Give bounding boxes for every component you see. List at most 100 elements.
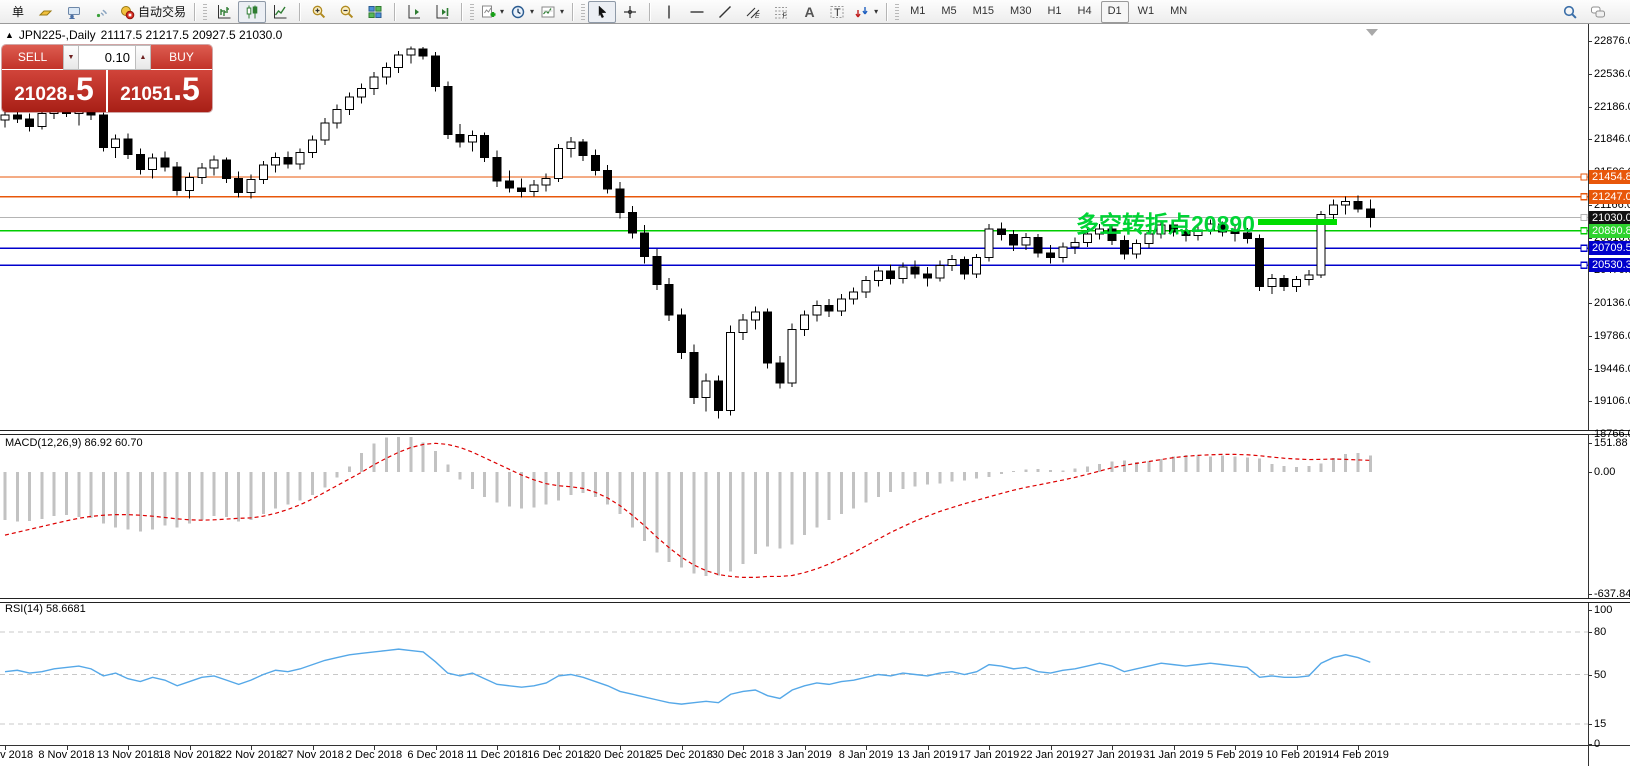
timeframe-h4-button[interactable]: H4 bbox=[1077, 4, 1092, 17]
channel-button[interactable]: E bbox=[739, 1, 767, 23]
date-axis-label[interactable]: 8 Jan 2019 bbox=[838, 749, 894, 761]
time-axis-line bbox=[0, 745, 1630, 746]
indicators-button[interactable]: ▾ bbox=[477, 1, 507, 23]
date-axis-label[interactable]: 16 Dec 2018 bbox=[527, 749, 590, 761]
toolbar-grip[interactable] bbox=[203, 3, 208, 20]
cursor-icon bbox=[598, 5, 607, 18]
date-axis-label[interactable]: 17 Jan 2019 bbox=[958, 749, 1020, 761]
date-axis-label[interactable]: 27 Nov 2018 bbox=[281, 749, 344, 761]
chart-canvas[interactable] bbox=[0, 24, 1630, 774]
tiles-icon bbox=[368, 5, 382, 18]
fibonacci-button[interactable]: F bbox=[767, 1, 795, 23]
date-axis-tick bbox=[497, 745, 498, 750]
date-axis-label[interactable]: 22 Jan 2019 bbox=[1020, 749, 1081, 761]
timeframe-w1-button[interactable]: W1 bbox=[1137, 4, 1155, 17]
volume-input[interactable]: 0.10 bbox=[79, 45, 135, 70]
vline-icon bbox=[668, 5, 670, 18]
date-axis-label[interactable]: 22 Nov 2018 bbox=[219, 749, 283, 761]
buy-button[interactable]: BUY bbox=[151, 45, 212, 70]
toolbar-grip[interactable] bbox=[581, 3, 586, 20]
arrows-icon bbox=[855, 6, 868, 17]
chevron-down-icon: ▾ bbox=[874, 7, 879, 16]
date-axis-label[interactable]: 3 Jan 2019 bbox=[777, 749, 832, 761]
date-axis-label[interactable]: 6 Dec 2018 bbox=[407, 749, 464, 761]
chart-shift-button[interactable] bbox=[428, 1, 456, 23]
one-click-toggle-icon[interactable]: ▲ bbox=[5, 30, 14, 40]
date-axis-label[interactable]: 13 Nov 2018 bbox=[96, 749, 160, 761]
date-axis-label[interactable]: 10 Feb 2019 bbox=[1265, 749, 1328, 761]
date-axis-label[interactable]: 14 Feb 2019 bbox=[1327, 749, 1389, 761]
buy-price[interactable]: 21051.5 bbox=[108, 70, 212, 112]
price-axis-tick bbox=[1588, 237, 1592, 239]
crosshair-button[interactable] bbox=[616, 1, 644, 23]
price-axis-tick bbox=[1588, 303, 1592, 304]
text-label-button[interactable]: T bbox=[823, 1, 851, 23]
market-watch-button[interactable] bbox=[32, 1, 60, 23]
signals-button[interactable] bbox=[88, 1, 116, 23]
auto-scroll-button[interactable] bbox=[400, 1, 428, 23]
date-axis-label[interactable]: 11 Dec 2018 bbox=[466, 749, 528, 761]
rsi-axis-label: 80 bbox=[1594, 626, 1607, 639]
autotrading-button[interactable]: 自动交易 bbox=[116, 1, 189, 23]
sell-price[interactable]: 21028.5 bbox=[2, 70, 106, 112]
rsi-label: RSI(14) 58.6681 bbox=[5, 603, 86, 615]
chat-button[interactable] bbox=[1584, 1, 1612, 23]
volume-decrease-button[interactable]: ▼ bbox=[63, 45, 79, 70]
date-axis-tick bbox=[1296, 745, 1298, 750]
date-axis-label[interactable]: 25 Dec 2018 bbox=[650, 749, 713, 761]
date-axis-label[interactable]: 5 Feb 2019 bbox=[1207, 749, 1263, 761]
date-axis-label[interactable]: 18 Nov 2018 bbox=[158, 749, 221, 761]
new-order-button[interactable]: 单 bbox=[11, 5, 24, 19]
volume-increase-button[interactable]: ▲ bbox=[135, 45, 151, 70]
price-axis-label: 21846.0 bbox=[1594, 133, 1630, 146]
hline-icon bbox=[690, 10, 704, 13]
vertical-line-button[interactable] bbox=[655, 1, 683, 23]
price-axis-tick bbox=[1588, 73, 1592, 75]
date-axis-label[interactable]: 2 Dec 2018 bbox=[345, 749, 403, 761]
toolbar-grip[interactable] bbox=[470, 3, 475, 20]
trendline-button[interactable] bbox=[711, 1, 739, 23]
date-axis-label[interactable]: 30 Dec 2018 bbox=[711, 749, 775, 761]
trendline-icon bbox=[719, 5, 732, 18]
timeframe-m1-button[interactable]: M1 bbox=[910, 4, 926, 17]
date-axis-label[interactable]: 20 Dec 2018 bbox=[588, 749, 652, 761]
tile-windows-button[interactable] bbox=[361, 1, 389, 23]
date-axis-label[interactable]: 4 Nov 2018 bbox=[0, 749, 34, 761]
zoom-in-icon bbox=[312, 5, 326, 18]
timeframe-h1-button[interactable]: H1 bbox=[1047, 4, 1062, 17]
rsi-axis-label: 15 bbox=[1594, 717, 1607, 730]
timeframe-m30-button[interactable]: M30 bbox=[1010, 4, 1032, 17]
price-axis-line bbox=[1588, 24, 1589, 766]
arrows-button[interactable]: ▾ bbox=[851, 1, 881, 23]
zoom-in-button[interactable] bbox=[305, 1, 333, 23]
price-axis-label: 20136.0 bbox=[1594, 297, 1630, 309]
pane-divider-rsi[interactable] bbox=[0, 598, 1630, 603]
pane-divider-macd[interactable] bbox=[0, 430, 1630, 435]
bar-chart-button[interactable] bbox=[210, 1, 238, 23]
zoom-out-button[interactable] bbox=[333, 1, 361, 23]
horizontal-line-button[interactable] bbox=[683, 1, 711, 23]
accounts-button[interactable] bbox=[60, 1, 88, 23]
date-axis-label[interactable]: 8 Nov 2018 bbox=[38, 749, 95, 761]
candlestick-chart-button[interactable] bbox=[238, 0, 267, 23]
timeframe-d1-button[interactable]: D1 bbox=[1100, 0, 1129, 23]
timeframe-m5-button[interactable]: M5 bbox=[941, 4, 957, 17]
clock-icon bbox=[511, 5, 525, 18]
label-icon: T bbox=[830, 5, 844, 19]
sell-button[interactable]: SELL bbox=[2, 45, 63, 70]
gold-bars-icon bbox=[38, 10, 53, 15]
cursor-button[interactable] bbox=[588, 0, 617, 23]
date-axis-label[interactable]: 13 Jan 2019 bbox=[897, 749, 958, 761]
timeframe-m15-button[interactable]: M15 bbox=[972, 4, 995, 17]
date-axis-label[interactable]: 31 Jan 2019 bbox=[1143, 749, 1204, 761]
rsi-axis-tick bbox=[1588, 674, 1592, 676]
templates-button[interactable]: ▾ bbox=[537, 1, 567, 23]
text-button[interactable]: A bbox=[795, 1, 823, 23]
date-axis-label[interactable]: 27 Jan 2019 bbox=[1081, 749, 1143, 761]
periods-button[interactable]: ▾ bbox=[507, 1, 537, 23]
line-chart-button[interactable] bbox=[266, 1, 294, 23]
toolbar-grip[interactable] bbox=[895, 3, 900, 20]
timeframe-mn-button[interactable]: MN bbox=[1170, 4, 1188, 17]
chart-annotation-text[interactable]: 多空转折点20890 bbox=[1076, 211, 1255, 237]
search-button[interactable] bbox=[1556, 1, 1584, 23]
